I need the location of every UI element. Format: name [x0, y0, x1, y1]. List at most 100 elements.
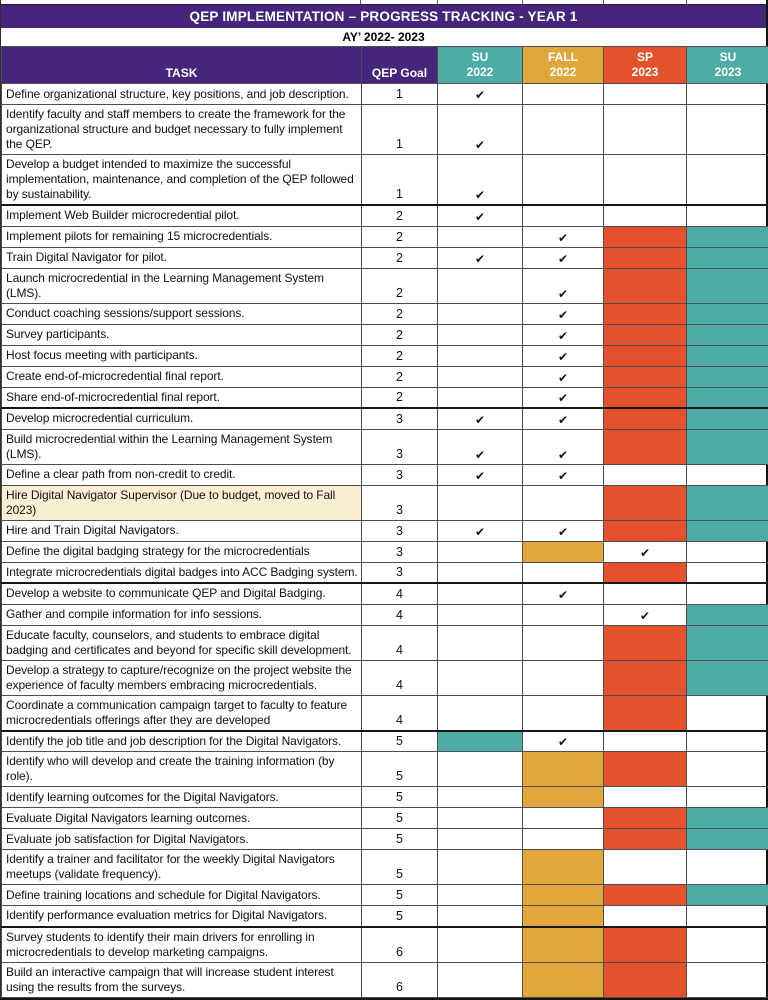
task-cell: Identify learning outcomes for the Digit…: [2, 787, 362, 808]
semester-cell-su-2023: [687, 731, 768, 752]
table-row: Define organizational structure, key pos…: [2, 84, 768, 105]
task-cell: Define a clear path from non-credit to c…: [2, 464, 362, 485]
task-cell: Identify faculty and staff members to cr…: [2, 105, 362, 155]
semester-cell-fall-2022: [523, 205, 604, 226]
semester-year-label: 2023: [604, 65, 686, 80]
semester-cell-fall-2022: ✔: [523, 324, 604, 345]
table-row: Launch microcredential in the Learning M…: [2, 268, 768, 303]
semester-cell-su-2022: ✔: [438, 105, 523, 155]
table-row: Identify who will develop and create the…: [2, 752, 768, 787]
semester-cell-fall-2022: ✔: [523, 520, 604, 541]
semester-cell-sp-2023: [604, 84, 687, 105]
semester-cell-su-2022: [438, 625, 523, 660]
goal-cell: 5: [362, 808, 438, 829]
semester-cell-fall-2022: ✔: [523, 247, 604, 268]
goal-cell: 2: [362, 324, 438, 345]
task-cell: Evaluate job satisfaction for Digital Na…: [2, 829, 362, 850]
semester-cell-su-2023: [687, 962, 768, 997]
task-cell: Develop a website to communicate QEP and…: [2, 583, 362, 604]
column-header-fall-2022: FALL 2022: [523, 47, 604, 84]
semester-cell-su-2023: [687, 850, 768, 885]
semester-cell-fall-2022: [523, 906, 604, 927]
table-row: Develop a strategy to capture/recognize …: [2, 660, 768, 695]
semester-cell-sp-2023: [604, 962, 687, 997]
semester-cell-fall-2022: [523, 562, 604, 583]
semester-cell-su-2023: [687, 695, 768, 731]
goal-cell: 2: [362, 205, 438, 226]
semester-cell-fall-2022: [523, 850, 604, 885]
semester-cell-su-2022: [438, 962, 523, 997]
task-cell: Define organizational structure, key pos…: [2, 84, 362, 105]
goal-cell: 4: [362, 583, 438, 604]
task-cell: Integrate microcredentials digital badge…: [2, 562, 362, 583]
semester-cell-sp-2023: [604, 583, 687, 604]
semester-cell-su-2023: [687, 387, 768, 408]
column-header-sp-2023: SP 2023: [604, 47, 687, 84]
semester-cell-fall-2022: ✔: [523, 303, 604, 324]
semester-cell-su-2022: [438, 850, 523, 885]
semester-cell-su-2023: [687, 485, 768, 520]
semester-cell-su-2023: [687, 660, 768, 695]
goal-cell: 5: [362, 731, 438, 752]
semester-cell-fall-2022: [523, 485, 604, 520]
semester-cell-su-2022: ✔: [438, 205, 523, 226]
semester-cell-fall-2022: ✔: [523, 345, 604, 366]
task-cell: Define training locations and schedule f…: [2, 885, 362, 906]
task-cell: Launch microcredential in the Learning M…: [2, 268, 362, 303]
goal-cell: 3: [362, 429, 438, 464]
semester-cell-sp-2023: [604, 787, 687, 808]
task-cell: Identify the job title and job descripti…: [2, 731, 362, 752]
semester-cell-su-2022: [438, 808, 523, 829]
goal-cell: 2: [362, 366, 438, 387]
semester-cell-fall-2022: [523, 752, 604, 787]
column-header-su-2023: SU 2023: [687, 47, 768, 84]
column-header-goal: QEP Goal: [362, 47, 438, 84]
task-cell: Define the digital badging strategy for …: [2, 541, 362, 562]
semester-cell-fall-2022: [523, 808, 604, 829]
task-cell: Conduct coaching sessions/support sessio…: [2, 303, 362, 324]
semester-cell-su-2023: [687, 752, 768, 787]
semester-cell-sp-2023: [604, 155, 687, 206]
goal-cell: 2: [362, 247, 438, 268]
table-row: Identify the job title and job descripti…: [2, 731, 768, 752]
semester-cell-su-2023: [687, 464, 768, 485]
semester-cell-sp-2023: [604, 303, 687, 324]
goal-cell: 1: [362, 105, 438, 155]
semester-cell-fall-2022: [523, 927, 604, 963]
semester-cell-su-2023: [687, 604, 768, 625]
semester-cell-sp-2023: [604, 226, 687, 247]
semester-cell-fall-2022: [523, 541, 604, 562]
semester-cell-fall-2022: [523, 787, 604, 808]
semester-cell-su-2023: [687, 885, 768, 906]
goal-cell: 5: [362, 829, 438, 850]
goal-cell: 2: [362, 345, 438, 366]
semester-cell-fall-2022: [523, 660, 604, 695]
semester-cell-fall-2022: ✔: [523, 429, 604, 464]
semester-cell-sp-2023: [604, 345, 687, 366]
semester-cell-su-2022: ✔: [438, 464, 523, 485]
table-row: Implement pilots for remaining 15 microc…: [2, 226, 768, 247]
semester-cell-su-2022: [438, 324, 523, 345]
goal-cell: 3: [362, 485, 438, 520]
semester-cell-sp-2023: [604, 660, 687, 695]
semester-cell-sp-2023: [604, 885, 687, 906]
semester-cell-su-2022: ✔: [438, 520, 523, 541]
semester-cell-sp-2023: [604, 927, 687, 963]
semester-cell-su-2023: [687, 226, 768, 247]
table-row: Identify a trainer and facilitator for t…: [2, 850, 768, 885]
semester-cell-su-2022: [438, 660, 523, 695]
table-row: Define a clear path from non-credit to c…: [2, 464, 768, 485]
task-cell: Identify a trainer and facilitator for t…: [2, 850, 362, 885]
table-row: Implement Web Builder microcredential pi…: [2, 205, 768, 226]
semester-cell-sp-2023: [604, 695, 687, 731]
semester-cell-sp-2023: [604, 387, 687, 408]
table-row: Host focus meeting with participants. 2 …: [2, 345, 768, 366]
goal-cell: 6: [362, 962, 438, 997]
table-row: Identify faculty and staff members to cr…: [2, 105, 768, 155]
goal-cell: 3: [362, 520, 438, 541]
semester-cell-fall-2022: [523, 84, 604, 105]
goal-cell: 5: [362, 752, 438, 787]
semester-cell-sp-2023: ✔: [604, 604, 687, 625]
semester-cell-fall-2022: [523, 105, 604, 155]
